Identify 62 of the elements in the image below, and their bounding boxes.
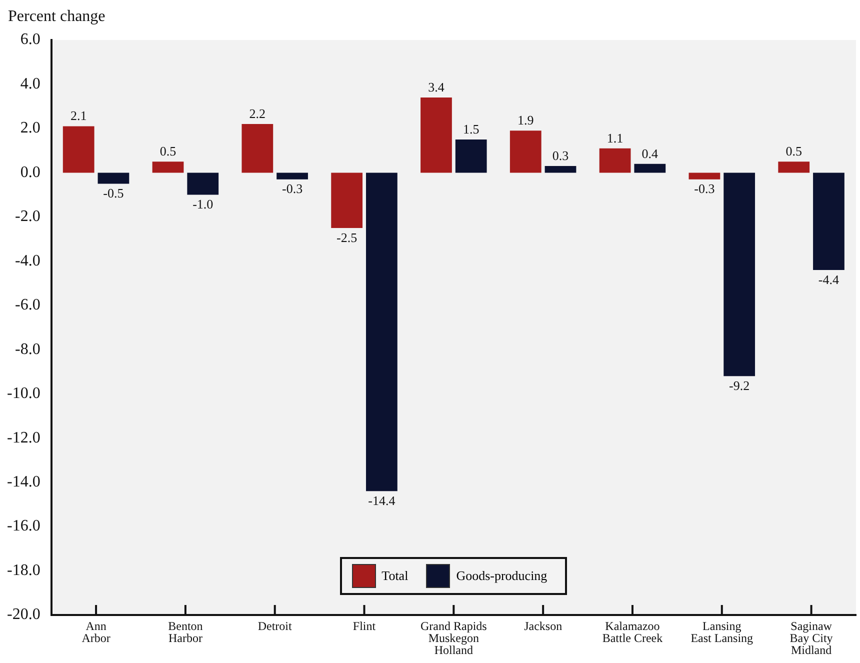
bar — [152, 162, 184, 173]
data-label: 2.1 — [70, 108, 87, 124]
bar — [98, 172, 130, 184]
bar — [62, 126, 94, 173]
x-tick-label: Lansing East Lansing — [690, 619, 754, 646]
data-label: 1.9 — [518, 112, 534, 128]
data-label: 0.4 — [642, 146, 659, 161]
data-label: -0.3 — [694, 181, 715, 196]
bar — [634, 164, 666, 173]
data-label: 0.5 — [160, 144, 176, 159]
y-tick-label: -2.0 — [15, 208, 40, 226]
data-label: 3.4 — [428, 79, 445, 94]
legend-label: Goods-producing — [456, 568, 548, 584]
x-tick-label: Saginaw Bay City Midland — [790, 619, 833, 658]
data-label: -2.5 — [336, 230, 358, 245]
x-tick-label: Jackson — [524, 619, 562, 634]
data-label: -0.5 — [103, 186, 124, 201]
y-tick-label: -16.0 — [7, 518, 40, 535]
x-tick-label: Grand Rapids Muskegon Holland — [420, 619, 488, 658]
data-label: -1.0 — [192, 196, 214, 212]
bar — [420, 98, 452, 173]
data-label: -9.2 — [729, 378, 750, 394]
bar — [688, 172, 720, 180]
y-tick-label: -4.0 — [15, 252, 40, 270]
bar — [366, 172, 398, 492]
bar — [510, 130, 542, 173]
x-tick-label: Kalamazoo Battle Creek — [602, 619, 663, 646]
x-tick-label: Benton Harbor — [168, 619, 203, 646]
y-tick-label: -18.0 — [7, 562, 40, 579]
y-axis-title: Percent change — [8, 8, 106, 26]
y-tick-label: -20.0 — [7, 606, 40, 624]
data-label: 1.5 — [462, 121, 480, 136]
legend-label: Total — [382, 568, 408, 584]
bar — [813, 172, 844, 270]
bar — [276, 172, 308, 180]
bar — [778, 162, 810, 173]
bar — [724, 172, 756, 376]
y-tick-label: 4.0 — [20, 75, 40, 92]
bar — [331, 172, 363, 228]
data-label: -4.4 — [818, 272, 840, 287]
y-tick-label: 6.0 — [20, 31, 40, 48]
bar — [455, 140, 487, 173]
bar — [599, 148, 631, 173]
y-tick-label: -10.0 — [7, 385, 40, 402]
y-tick-label: 0.0 — [20, 164, 40, 181]
y-tick-label: -14.0 — [7, 474, 40, 491]
x-tick-label: Flint — [352, 619, 376, 634]
data-label: -0.3 — [282, 181, 303, 196]
data-label: 2.2 — [249, 106, 266, 121]
y-tick-label: -8.0 — [15, 340, 40, 358]
y-tick-label: 2.0 — [20, 120, 40, 137]
data-label: -14.4 — [368, 493, 396, 508]
data-label: 0.3 — [552, 148, 569, 163]
bar — [242, 124, 274, 173]
y-tick-label: -6.0 — [15, 296, 40, 314]
bar — [544, 166, 576, 173]
x-tick-label: Ann Arbor — [82, 619, 110, 646]
bar — [187, 172, 219, 195]
x-tick-label: Detroit — [258, 619, 293, 634]
y-tick-label: -12.0 — [7, 429, 40, 446]
data-label: 0.5 — [786, 144, 802, 159]
data-label: 1.1 — [606, 130, 624, 146]
